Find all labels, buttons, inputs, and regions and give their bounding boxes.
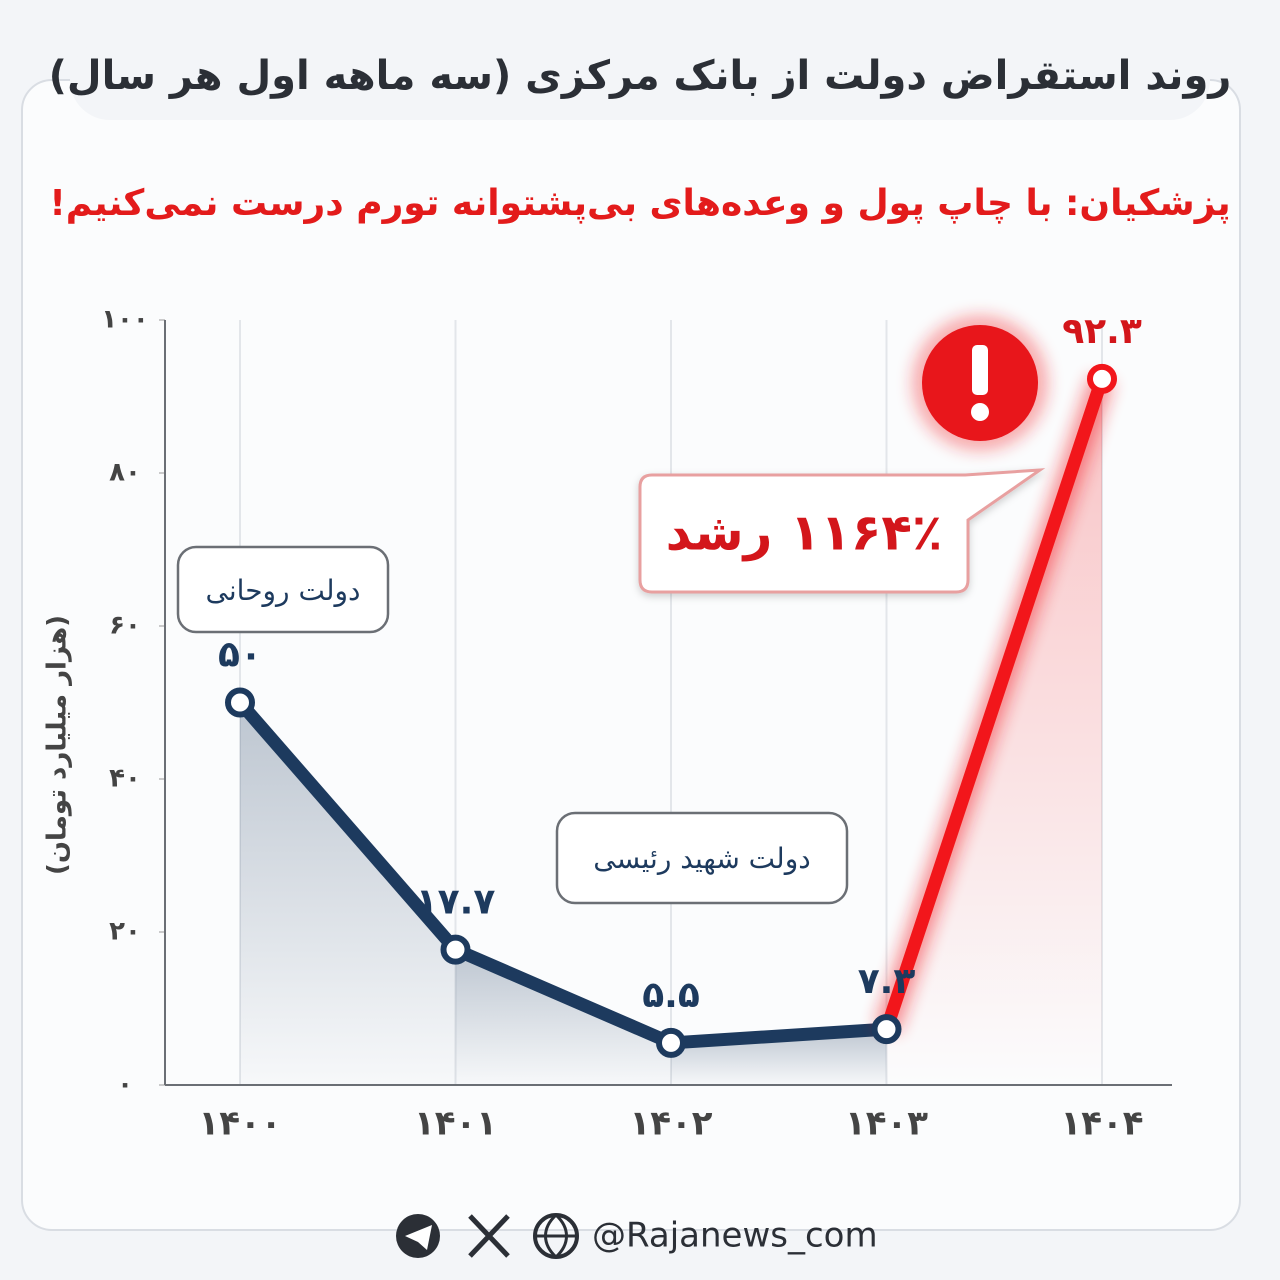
point [871,1014,902,1045]
annotation-box [176,545,390,634]
x-tick-label: ۱۴۰۴ [1060,1104,1143,1144]
x-icon [468,1214,510,1258]
x-tick-label: ۱۴۰۱ [414,1104,497,1144]
point [225,687,255,718]
callout-box [638,468,1046,594]
annotation: دولت روحانی [206,574,361,607]
y-tick-label: ۲۰ [109,917,141,947]
alert-dot [971,403,989,421]
line-segment [664,1022,893,1050]
data-label: ۵۰ [218,635,262,676]
line-segment [880,372,1109,1036]
telegram-plane [405,1225,432,1250]
y-axis-label: (هزار میلیارد تومان) [43,615,73,875]
plot: ۱۴۰۰ ۱۴۰۱ ۱۴۰۲ ۱۴۰۳ ۱۴۰۴ ۰ ۲۰ ۴۰ ۶۰ ۸۰ ۱۰۰ ۵۰ ۱۷.۷ ۵.… [101,305,1172,1144]
data-label: ۷.۳ [858,961,916,1002]
x-tick-label: ۱۴۰۰ [198,1104,281,1144]
annotation-box [555,811,849,905]
alert-mark [972,345,988,395]
title-pill [70,40,1210,120]
subtitle: پزشکیان: با چاپ پول و وعده‌های بی‌پشتوان… [49,183,1230,224]
y-tick-label: ۴۰ [109,764,141,794]
annotation: ۱۱۶۴٪ رشد [666,504,943,562]
callout [638,468,1046,594]
area [455,949,671,1085]
globe-lines [535,1213,577,1260]
area [240,702,456,1085]
data-label: ۵.۵ [642,975,700,1016]
y-tick-label: ۸۰ [109,458,141,488]
point [656,1027,686,1058]
data-label: ۱۷.۷ [416,882,496,923]
x-tick-label: ۱۴۰۲ [629,1104,712,1144]
annotation: دولت شهید رئیسی [593,842,810,875]
y-tick-label: ۶۰ [109,611,141,641]
x-tick-label: ۱۴۰۳ [845,1104,928,1144]
y-tick-label: ۰ [117,1070,133,1100]
data-label: ۹۲.۳ [1062,311,1142,352]
footer: @Rajanews_com [592,1216,878,1256]
y-tick-label: ۱۰۰ [101,305,149,335]
line-segment [233,696,462,957]
line-segment [449,943,678,1050]
point [1087,363,1117,394]
chart-title: روند استقراض دولت از بانک مرکزی (سه ماهه… [49,53,1232,99]
point [440,934,471,965]
